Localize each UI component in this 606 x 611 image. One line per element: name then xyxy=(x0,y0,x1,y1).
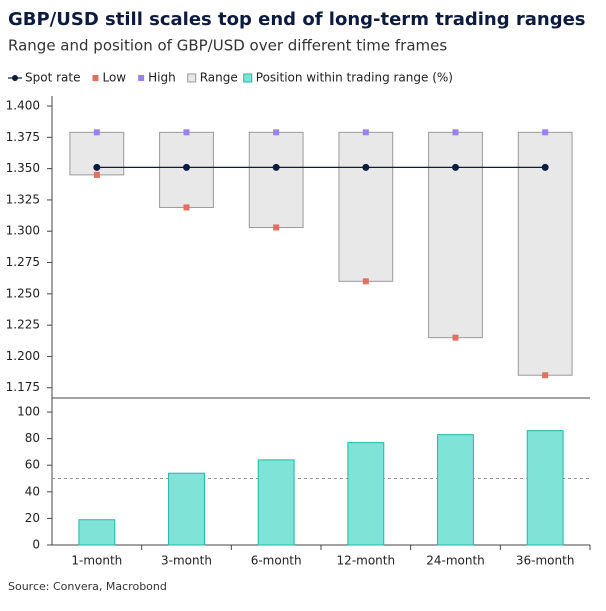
spot-point xyxy=(93,163,101,171)
y-tick-label: 1.175 xyxy=(6,380,40,394)
high-marker xyxy=(93,129,100,136)
x-tick-label: 24-month xyxy=(426,554,485,568)
high-marker xyxy=(452,129,459,136)
high-marker xyxy=(183,129,190,136)
chart-subtitle: Range and position of GBP/USD over diffe… xyxy=(8,37,447,55)
spot-point xyxy=(362,163,370,171)
bar xyxy=(78,519,116,546)
x-tick-label: 3-month xyxy=(161,554,212,568)
y-tick-label: 100 xyxy=(17,405,40,419)
bar xyxy=(437,434,474,546)
y-tick-label: 1.325 xyxy=(6,192,40,206)
legend-label: High xyxy=(148,71,176,85)
high-marker xyxy=(273,129,280,136)
y-tick-label: 1.375 xyxy=(6,130,40,144)
low-marker xyxy=(183,204,190,211)
y-tick-label: 20 xyxy=(25,511,40,525)
spot-point xyxy=(272,163,280,171)
y-tick-label: 1.350 xyxy=(6,161,40,175)
legend-label: Low xyxy=(102,71,126,85)
range-box xyxy=(517,131,573,376)
x-tick-label: 1-month xyxy=(71,554,122,568)
spot-point xyxy=(541,163,549,171)
bar xyxy=(347,442,385,546)
legend-label: Range xyxy=(200,71,238,85)
low-marker xyxy=(542,372,549,379)
x-tick-label: 36-month xyxy=(516,554,575,568)
legend-label: Position within trading range (%) xyxy=(256,71,453,85)
high-marker xyxy=(362,129,369,136)
low-marker xyxy=(273,224,280,231)
bar xyxy=(526,430,564,546)
y-tick-label: 40 xyxy=(25,484,40,498)
y-tick-label: 1.400 xyxy=(6,99,40,113)
y-tick-label: 1.200 xyxy=(6,349,40,363)
spot-point xyxy=(452,163,459,171)
spot-point xyxy=(183,163,190,171)
y-tick-label: 0 xyxy=(32,538,40,552)
high-marker xyxy=(542,129,549,136)
source: Source: Convera, Macrobond xyxy=(8,580,167,593)
bar xyxy=(168,472,205,546)
y-tick-label: 80 xyxy=(25,431,40,445)
chart-title: GBP/USD still scales top end of long-ter… xyxy=(8,9,586,30)
y-tick-label: 1.300 xyxy=(6,224,40,238)
x-tick-label: 12-month xyxy=(337,554,396,568)
low-marker xyxy=(93,171,100,178)
range-box xyxy=(248,131,304,228)
x-tick-label: 6-month xyxy=(251,554,302,568)
y-tick-label: 1.250 xyxy=(6,286,40,300)
y-tick-label: 1.225 xyxy=(6,318,40,332)
legend-swatch xyxy=(92,75,99,81)
range-box xyxy=(338,131,394,282)
legend-swatch xyxy=(187,73,197,83)
bar xyxy=(257,459,295,546)
low-marker xyxy=(452,334,459,341)
legend-label: Spot rate xyxy=(25,71,80,85)
y-tick-label: 60 xyxy=(25,458,40,472)
legend-swatch xyxy=(12,75,18,81)
low-marker xyxy=(362,278,369,285)
legend-swatch xyxy=(243,73,253,83)
range-box xyxy=(428,131,483,339)
y-tick-label: 1.275 xyxy=(6,255,40,269)
legend-swatch xyxy=(138,75,145,81)
